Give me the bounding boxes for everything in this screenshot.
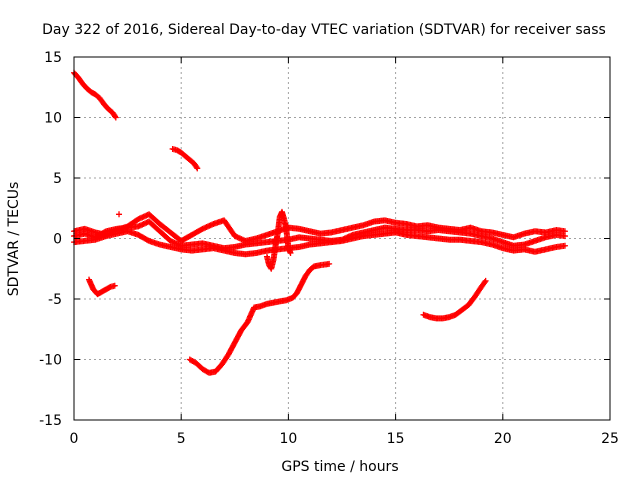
y-tick-label: 5 xyxy=(53,171,62,187)
data-points xyxy=(71,69,568,376)
y-tick-label: -10 xyxy=(39,353,62,369)
data-point-interp xyxy=(193,164,200,171)
x-tick-label: 20 xyxy=(494,431,512,447)
data-point xyxy=(561,228,568,235)
data-point xyxy=(287,250,294,257)
y-axis-label: SDTVAR / TECUs xyxy=(6,182,22,297)
data-point xyxy=(116,211,123,218)
x-tick-label: 25 xyxy=(601,431,619,447)
y-tick-label: -5 xyxy=(48,292,62,308)
y-tick-label: 10 xyxy=(44,111,62,127)
x-tick-label: 10 xyxy=(279,431,297,447)
axis-ticks: 0 5 10 15 20 25 -15 -10 -5 0 5 10 15 xyxy=(39,50,619,447)
x-tick-label: 0 xyxy=(70,431,79,447)
series-arc-left-low xyxy=(86,276,118,298)
x-tick-label: 15 xyxy=(387,431,405,447)
series-arc-high-mid xyxy=(169,145,201,172)
data-point xyxy=(112,114,119,121)
x-tick-label: 5 xyxy=(177,431,186,447)
x-axis-label: GPS time / hours xyxy=(281,459,398,475)
series-arc-high-left xyxy=(71,69,119,121)
series-arc-right-low xyxy=(420,277,489,322)
series-arc-mid-low xyxy=(186,260,333,376)
y-tick-label: 0 xyxy=(53,232,62,248)
data-point-interp xyxy=(481,279,488,286)
series-spike-9-10 xyxy=(263,208,294,272)
y-tick-label: 15 xyxy=(44,50,62,66)
data-point xyxy=(326,260,333,267)
chart-title: Day 322 of 2016, Sidereal Day-to-day VTE… xyxy=(42,22,606,38)
data-point-interp xyxy=(112,113,119,120)
data-point xyxy=(482,277,489,284)
series-band-upper xyxy=(71,211,568,244)
data-point xyxy=(561,242,568,249)
series-isolated xyxy=(116,211,123,218)
data-point xyxy=(194,165,201,172)
data-point xyxy=(111,282,118,289)
y-tick-label: -15 xyxy=(39,413,62,429)
